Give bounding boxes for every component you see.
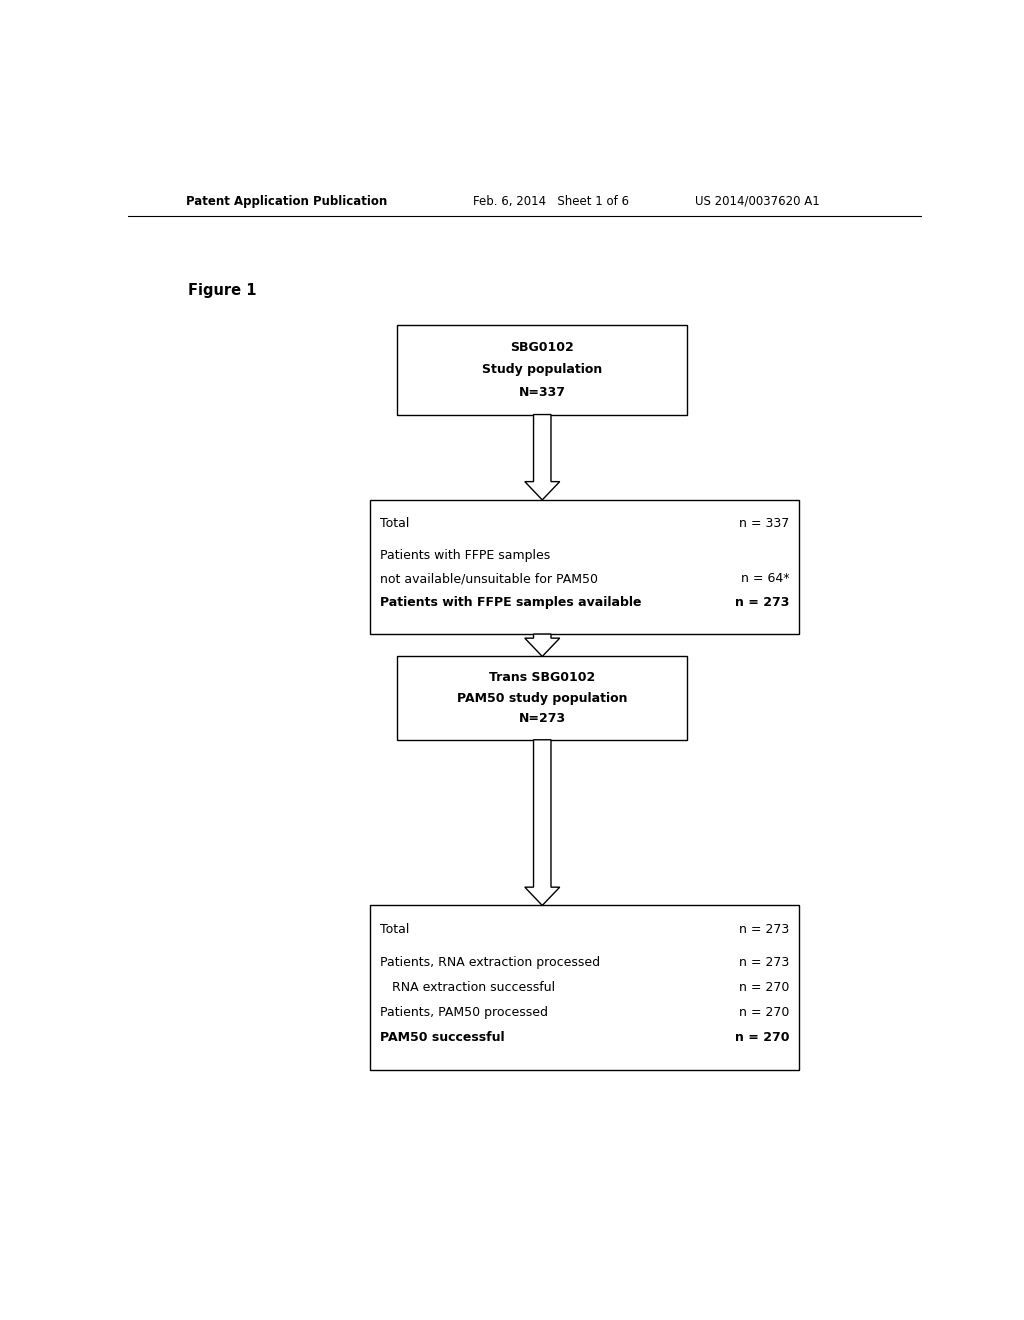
Text: n = 273: n = 273 xyxy=(739,923,790,936)
Text: Patients, RNA extraction processed: Patients, RNA extraction processed xyxy=(380,957,600,969)
Text: Study population: Study population xyxy=(482,363,602,376)
Text: PAM50 study population: PAM50 study population xyxy=(457,692,628,705)
Bar xyxy=(397,325,687,414)
Polygon shape xyxy=(524,739,560,906)
Text: Patent Application Publication: Patent Application Publication xyxy=(186,194,387,207)
Bar xyxy=(397,656,687,739)
Text: SBG0102: SBG0102 xyxy=(510,341,574,354)
Bar xyxy=(370,906,799,1071)
Text: not available/unsuitable for PAM50: not available/unsuitable for PAM50 xyxy=(380,573,598,585)
Text: RNA extraction successful: RNA extraction successful xyxy=(380,981,555,994)
Bar xyxy=(370,500,799,634)
Text: US 2014/0037620 A1: US 2014/0037620 A1 xyxy=(695,194,820,207)
Text: n = 270: n = 270 xyxy=(734,1031,790,1044)
Text: Total: Total xyxy=(380,516,409,529)
Text: n = 270: n = 270 xyxy=(738,981,790,994)
Text: PAM50 successful: PAM50 successful xyxy=(380,1031,504,1044)
Text: Patients, PAM50 processed: Patients, PAM50 processed xyxy=(380,1006,548,1019)
Text: Feb. 6, 2014   Sheet 1 of 6: Feb. 6, 2014 Sheet 1 of 6 xyxy=(473,194,629,207)
Text: n = 270: n = 270 xyxy=(738,1006,790,1019)
Text: Trans SBG0102: Trans SBG0102 xyxy=(489,671,595,684)
Text: n = 337: n = 337 xyxy=(739,516,790,529)
Text: Patients with FFPE samples available: Patients with FFPE samples available xyxy=(380,597,641,609)
Text: N=337: N=337 xyxy=(519,385,565,399)
Text: n = 273: n = 273 xyxy=(734,597,790,609)
Text: Figure 1: Figure 1 xyxy=(188,282,257,298)
Text: n = 64*: n = 64* xyxy=(740,573,790,585)
Text: n = 273: n = 273 xyxy=(739,957,790,969)
Text: N=273: N=273 xyxy=(519,713,566,726)
Polygon shape xyxy=(524,414,560,500)
Polygon shape xyxy=(524,634,560,656)
Text: Patients with FFPE samples: Patients with FFPE samples xyxy=(380,549,550,561)
Text: Total: Total xyxy=(380,923,409,936)
